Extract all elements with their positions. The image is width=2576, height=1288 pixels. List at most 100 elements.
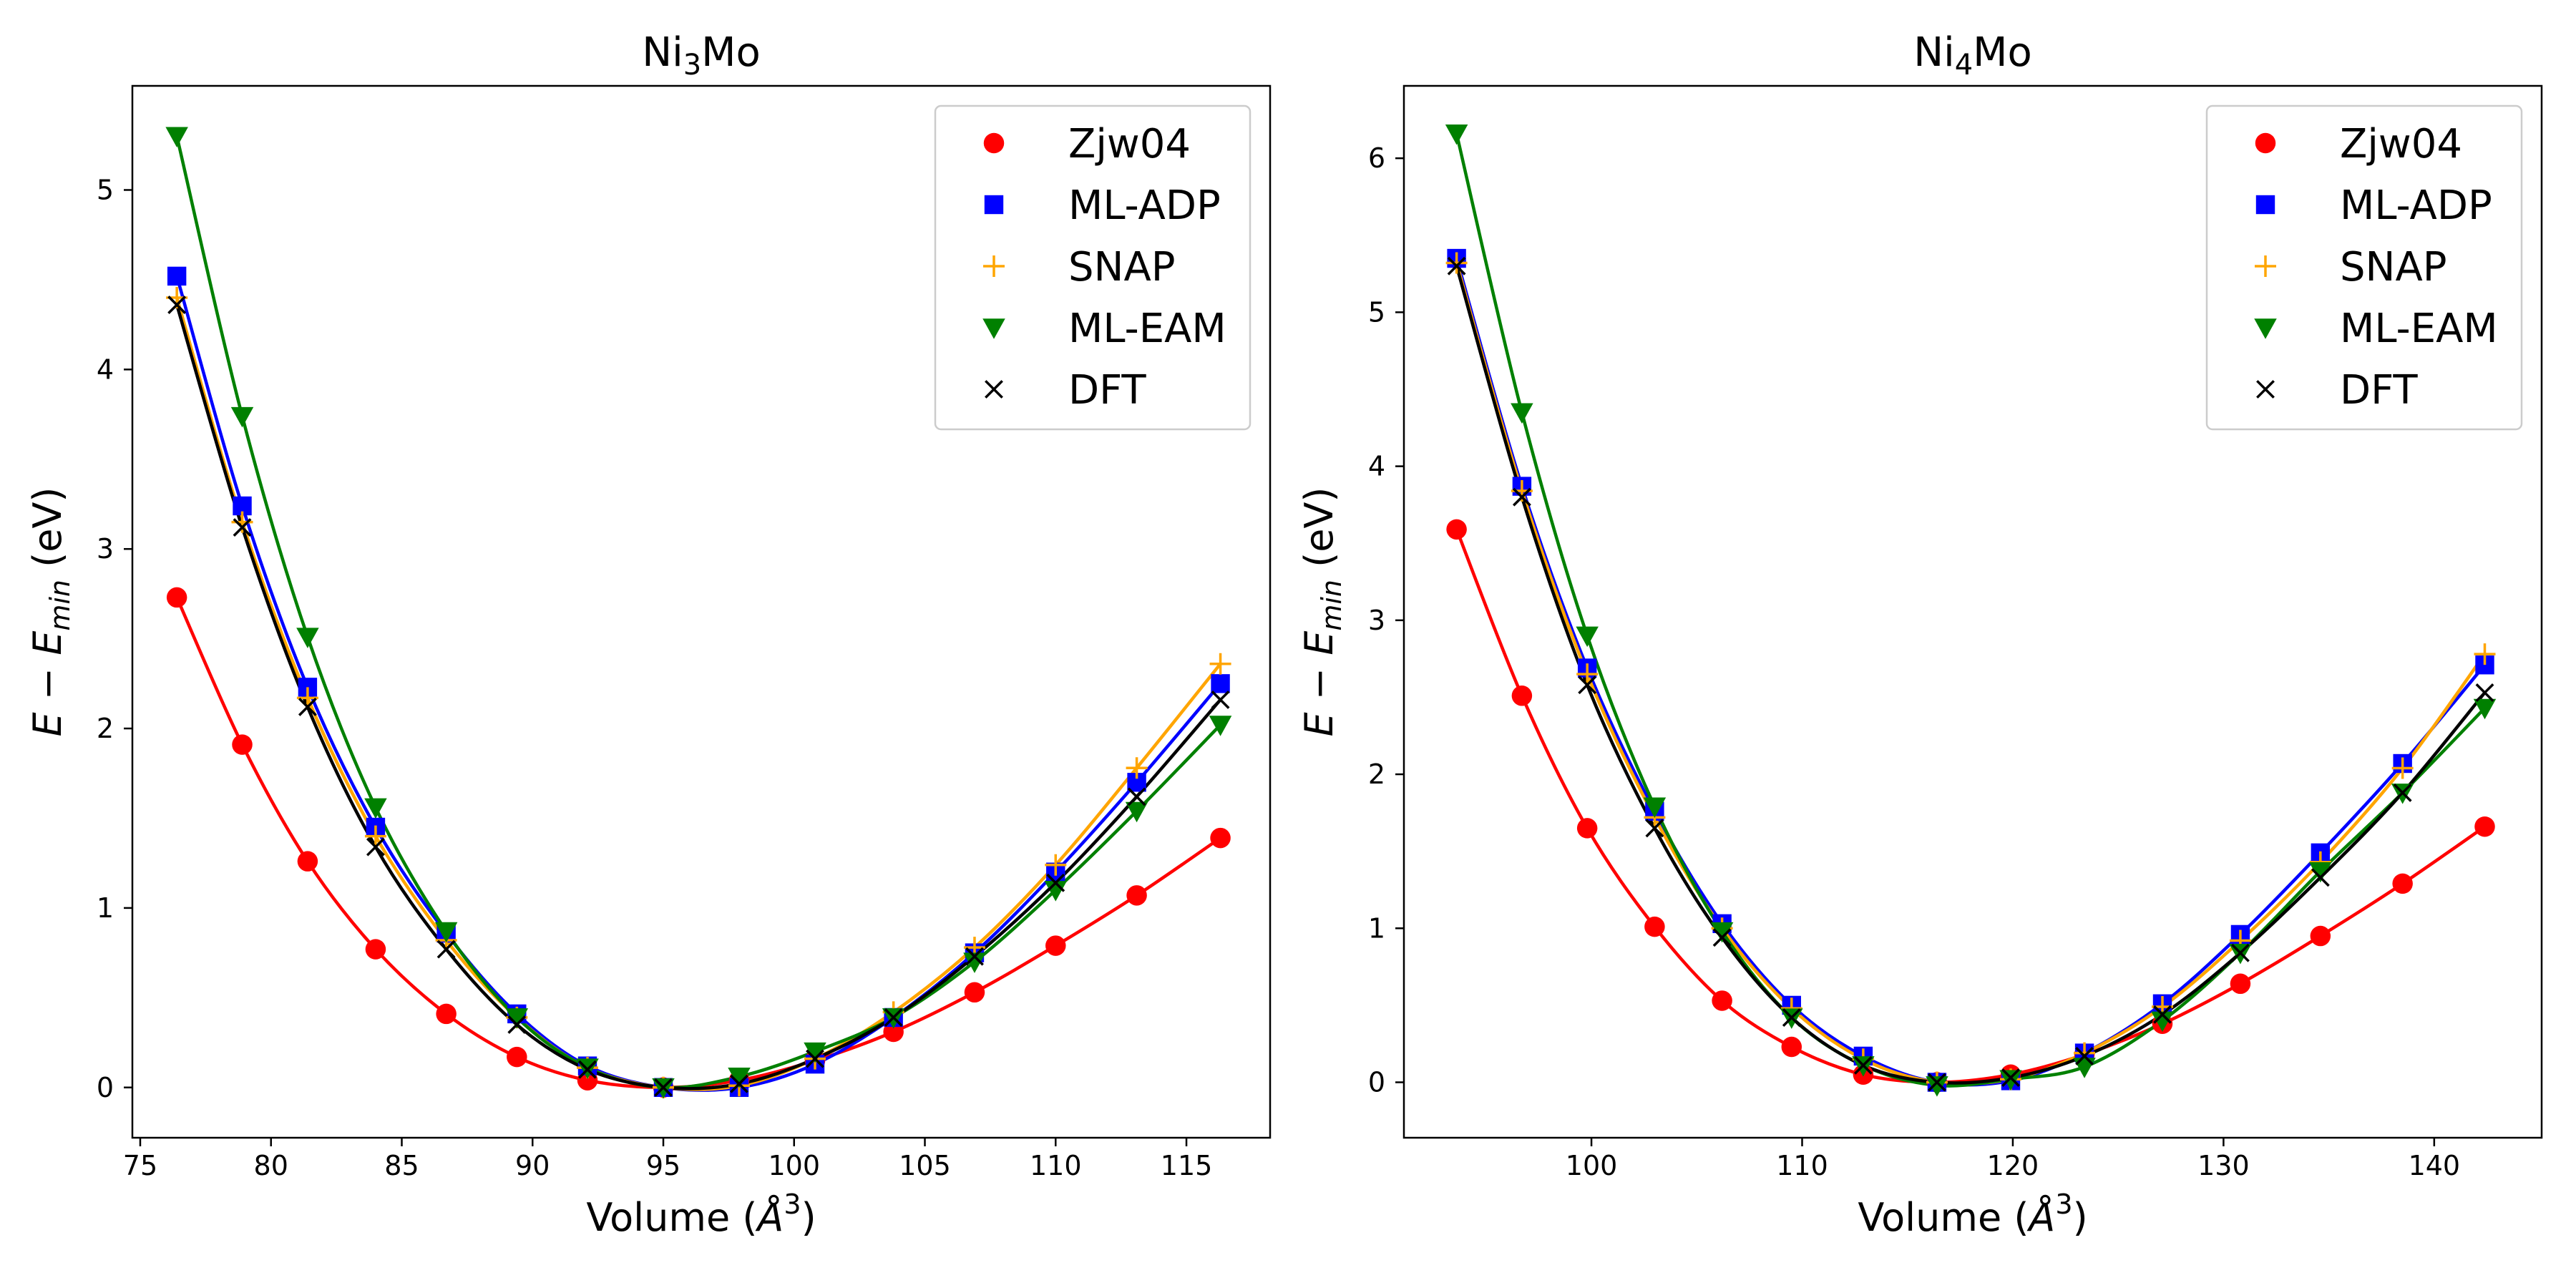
x-tick-label: 120 [1987,1150,2039,1181]
legend-marker-ml-adp [984,195,1004,215]
data-point-ml-eam [1125,801,1148,823]
data-point-ml-eam [1710,922,1734,943]
data-point-dft [167,296,187,314]
y-tick-label: 0 [1368,1067,1385,1098]
data-point-dft [233,518,252,537]
data-point-dft [965,947,984,966]
x-tick-label: 105 [899,1150,951,1181]
data-point-ml-eam [804,1042,826,1063]
chart-panel-ni4mo: 100 110 120 130 140 0 1 2 3 4 5 6 Ni4Mo Volume (Å3) E … [1297,29,2543,1240]
legend-marker-snap [983,255,1005,277]
data-point-snap [2391,757,2414,779]
chart-panel-ni3mo: 75 80 85 90 95 100 105 110 115 0 1 2 3 4 5 Ni3Mo Volume … [25,29,1272,1240]
data-point-zjw04 [1511,686,1533,706]
data-point-zjw04 [1126,885,1147,906]
data-point-snap [2474,643,2496,665]
legend-label-dft: DFT [2340,367,2418,414]
y-tick-label: 6 [1368,142,1385,174]
data-point-ml-eam [1511,403,1533,424]
data-point-dft [806,1049,824,1068]
data-point-zjw04 [2310,925,2331,947]
x-tick-label: 95 [646,1150,680,1181]
data-point-zjw04 [1045,935,1066,956]
data-point-zjw04 [365,939,386,960]
series-line-snap [1455,262,2487,1086]
data-point-dft [730,1074,748,1093]
legend-label-snap: SNAP [2340,244,2447,291]
data-point-zjw04 [1446,519,1467,540]
data-point-dft [298,698,317,716]
y-axis-label: E − Emin (eV) [25,487,76,737]
x-tick-label: 115 [1161,1150,1213,1181]
legend-label-ml-adp: ML-ADP [2340,182,2492,229]
chart-title: Ni3Mo [642,29,760,82]
legend: Zjw04 ML-ADP SNAP ML-EAM DFT [934,104,1252,431]
data-point-ml-eam [1445,124,1468,145]
legend: Zjw04 ML-ADP SNAP ML-EAM DFT [2205,104,2523,431]
data-point-zjw04 [232,734,253,755]
y-tick-label: 4 [97,353,114,385]
x-tick-label: 110 [1030,1150,1082,1181]
data-point-snap [1576,663,1599,686]
y-tick-label: 3 [97,533,114,565]
data-point-zjw04 [2474,816,2495,837]
data-point-dft [2231,943,2250,962]
data-point-dft [1211,690,1230,709]
data-point-snap [1445,252,1468,274]
legend-marker-zjw04 [2255,132,2276,154]
axes-frame [131,84,1272,1139]
data-point-ml-eam [1209,716,1232,736]
data-point-zjw04 [2230,973,2251,995]
x-axis-label: Volume (Å3) [586,1189,816,1240]
legend-label-dft: DFT [1068,367,1146,414]
data-point-ml-adp [167,266,187,286]
data-point-ml-eam [364,798,387,819]
data-point-zjw04 [2392,873,2413,894]
legend-label-ml-eam: ML-EAM [1068,306,1226,352]
legend-frame [2205,104,2523,431]
data-point-dft [1046,873,1065,892]
data-point-zjw04 [1781,1036,1802,1058]
data-point-dft [2311,868,2330,887]
data-point-ml-eam [1044,881,1068,902]
y-tick-label: 4 [1368,451,1385,482]
axes-frame [1402,84,2543,1139]
data-point-ml-adp [1211,674,1230,693]
data-point-dft [1512,487,1531,507]
data-point-dft [2475,683,2494,702]
y-tick-label: 2 [1368,758,1385,790]
data-point-ml-eam [230,406,254,428]
data-point-dft [2393,783,2412,802]
data-point-ml-eam [2309,862,2332,883]
x-tick-label: 90 [515,1150,550,1181]
data-point-ml-eam [728,1067,751,1088]
x-tick-label: 100 [768,1150,820,1181]
data-point-zjw04 [166,587,187,608]
data-point-dft [1928,1073,1946,1092]
x-axis-label: Volume (Å3) [1858,1189,2087,1240]
data-point-dft [578,1060,597,1079]
legend-marker-dft [2256,380,2275,399]
data-point-zjw04 [1210,827,1231,849]
data-point-ml-eam [1576,626,1599,648]
x-tick-label: 130 [2197,1150,2250,1181]
y-tick-label: 5 [1368,296,1385,328]
legend-frame [934,104,1252,431]
data-point-zjw04 [1576,818,1598,839]
legend-label-zjw04: Zjw04 [2340,121,2462,167]
data-point-dft [1578,675,1597,695]
data-point-dft [2075,1046,2094,1065]
data-point-dft [884,1008,903,1027]
y-tick-label: 1 [1368,912,1385,944]
data-point-ml-eam [165,127,188,147]
data-point-zjw04 [1644,916,1665,937]
data-point-ml-eam [963,952,986,973]
data-point-dft [1645,819,1664,838]
data-point-zjw04 [964,982,985,1003]
series-line-dft [1455,265,2487,1085]
data-point-zjw04 [1712,990,1732,1011]
legend-marker-zjw04 [983,132,1005,154]
data-point-dft [654,1078,673,1097]
series-line-dft [175,304,1222,1091]
